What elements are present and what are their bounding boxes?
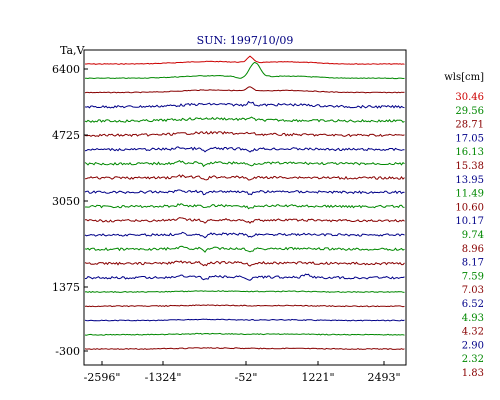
series-line [84, 290, 405, 293]
x-tick-label: 1221" [301, 371, 334, 384]
legend-entry: 9.74 [462, 230, 484, 241]
y-axis-label: Ta,V [60, 44, 86, 57]
series-line [84, 116, 405, 123]
x-tick-label: 2493" [367, 371, 400, 384]
series-line [84, 231, 405, 239]
x-tick-label: -1324" [145, 371, 182, 384]
legend-entry: 10.60 [455, 202, 484, 213]
legend-entry: 15.38 [455, 161, 484, 172]
legend-entry: 11.49 [455, 189, 484, 200]
chart-title: SUN: 1997/10/09 [197, 34, 294, 47]
legend-entry: 28.71 [455, 120, 484, 131]
series-line [85, 203, 405, 210]
series-line [85, 55, 405, 65]
plot-frame [83, 49, 407, 366]
series-line [84, 174, 405, 181]
series-line [84, 273, 405, 281]
legend-entry: 4.93 [462, 313, 484, 324]
series-line [84, 86, 405, 94]
series-line [84, 61, 405, 80]
x-ticks: -2596" -1324" -52" 1221" 2493" [84, 361, 401, 384]
y-tick-label: -300 [55, 345, 80, 358]
legend-entry: 29.56 [455, 106, 484, 117]
series-line [84, 130, 405, 138]
legend-entry: 10.17 [455, 216, 484, 227]
legend-entry: 8.96 [462, 244, 484, 255]
legend-entry: 13.95 [455, 175, 484, 186]
legend: 30.46 29.56 28.71 17.05 16.13 15.38 13.95 11.49… [455, 92, 484, 379]
y-tick-label: 6400 [52, 63, 80, 76]
x-tick-label: -52" [235, 371, 258, 384]
y-tick-label: 1375 [52, 281, 80, 294]
series-line [84, 159, 405, 168]
series-line [84, 245, 405, 253]
series-line [84, 100, 405, 109]
legend-entry: 2.90 [462, 340, 484, 351]
series-line [84, 304, 405, 308]
series-line [84, 217, 405, 224]
series-layer [84, 55, 405, 350]
legend-entry: 1.83 [462, 368, 484, 379]
legend-entry: 8.17 [462, 258, 484, 269]
legend-entry: 7.03 [462, 285, 484, 296]
legend-entry: 2.32 [462, 354, 484, 365]
series-line [84, 347, 405, 350]
y-tick-label: 4725 [52, 129, 80, 142]
series-line [84, 332, 405, 336]
x-tick-label: -2596" [84, 371, 121, 384]
legend-title: wls[cm] [444, 72, 484, 83]
y-tick-label: 3050 [52, 195, 80, 208]
series-line [84, 318, 405, 322]
legend-entry: 17.05 [455, 133, 484, 144]
series-line [84, 260, 405, 267]
series-line [84, 146, 405, 153]
series-line [84, 189, 405, 196]
legend-entry: 30.46 [455, 92, 484, 103]
legend-entry: 4.32 [462, 327, 484, 338]
legend-entry: 6.52 [462, 299, 484, 310]
y-ticks: 6400 4725 3050 1375 -300 [52, 63, 88, 358]
legend-entry: 7.59 [462, 271, 484, 282]
legend-entry: 16.13 [455, 147, 484, 158]
